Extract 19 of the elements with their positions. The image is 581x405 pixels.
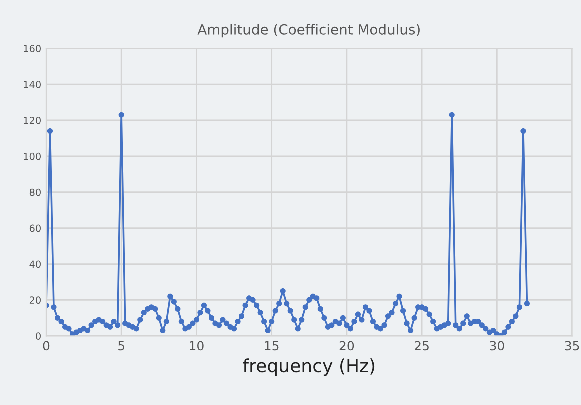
y-tick-label: 80	[30, 188, 41, 196]
y-tick-label: 0	[36, 332, 41, 340]
y-tick-label: 40	[30, 260, 41, 268]
y-tick-label: 120	[24, 116, 41, 124]
chart-title: Amplitude (Coefficient Modulus)	[198, 24, 420, 38]
x-axis-title: frequency (Hz)	[243, 358, 375, 376]
x-tick-label: 30	[490, 341, 504, 351]
y-tick-label: 160	[24, 45, 41, 52]
x-tick-label: 10	[190, 341, 204, 351]
x-tick-label: 25	[415, 341, 429, 351]
x-tick-label: 0	[43, 341, 50, 351]
y-tick-label: 100	[24, 152, 41, 160]
y-tick-label: 60	[30, 224, 41, 232]
x-tick-label: 15	[265, 341, 279, 351]
x-tick-label: 35	[565, 341, 580, 351]
x-tick-label: 20	[340, 341, 354, 351]
x-tick-label: 5	[118, 341, 124, 351]
y-tick-label: 20	[30, 296, 41, 304]
y-tick-label: 140	[24, 81, 41, 88]
